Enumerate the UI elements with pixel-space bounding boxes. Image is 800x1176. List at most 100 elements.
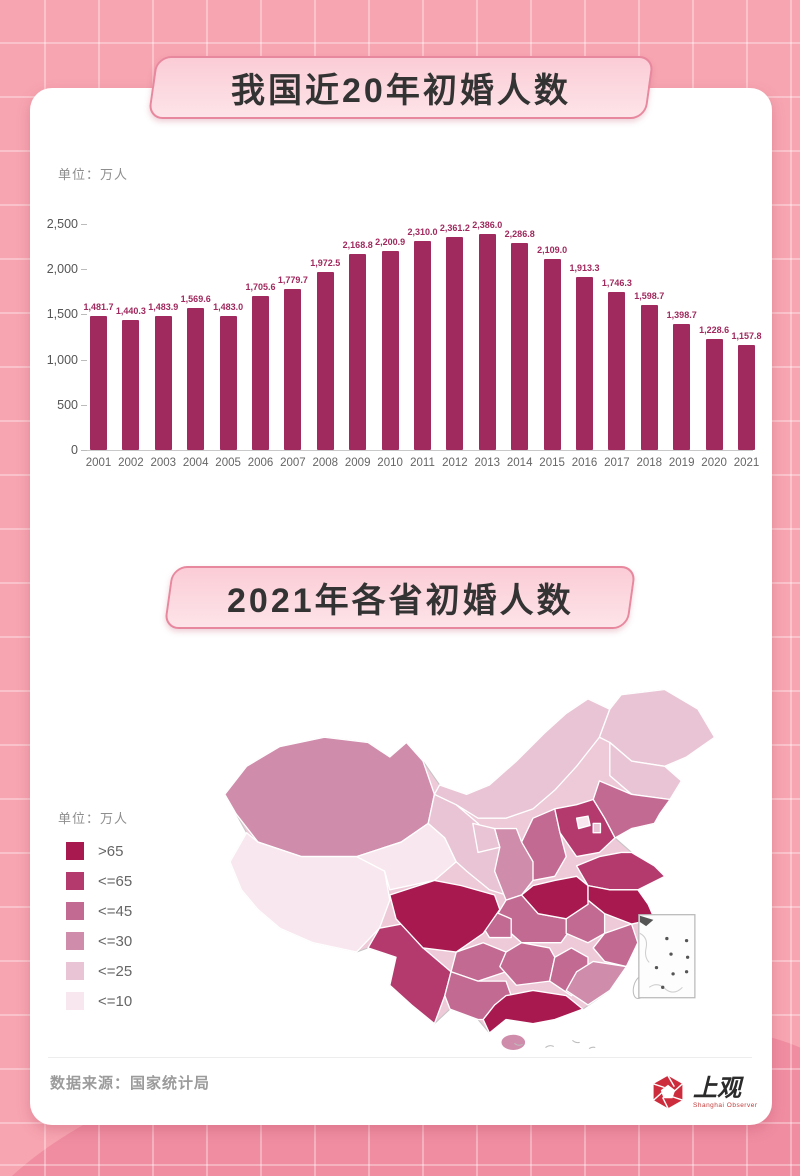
bar-2001 [90,316,107,450]
bar-2017 [608,292,626,450]
banner-top-chart-title: 我国近20年初婚人数 [147,56,655,119]
footer-divider [48,1057,752,1058]
x-axis-year-label: 2002 [118,457,144,469]
bar-2016 [576,277,593,450]
bar-value-label: 1,598.7 [634,291,665,302]
bar-2015 [543,259,561,450]
x-axis-year-label: 2014 [506,457,533,469]
x-axis-year-label: 2018 [636,457,663,469]
bar-2003 [154,315,172,450]
x-axis-year-label: 2011 [410,457,435,469]
bar-value-label: 1,483.9 [148,301,179,312]
province-ningxia [472,822,501,854]
data-source: 数据来源：国家统计局 [50,1075,211,1092]
province-tianjin [592,822,602,834]
bar-2013 [478,234,496,450]
bar-value-label: 2,200.9 [375,237,406,248]
logo-subtext: Shanghai Observer [693,1101,758,1109]
sea-marks [514,1039,596,1050]
bar-value-label: 1,481.7 [83,302,114,313]
province-hainan [500,1033,527,1052]
bar-value-label: 2,286.8 [504,229,535,240]
x-axis-line [87,450,753,451]
china-choropleth-map [224,688,716,1052]
province-beijing [575,815,591,830]
y-axis-tick-label: 1,500 [46,307,78,322]
bar-value-label: 2,168.8 [342,239,373,250]
bar-2008 [316,271,334,450]
bar-2011 [414,241,431,450]
legend-label: <=30 [98,932,133,950]
bar-value-label: 2,109.0 [537,245,568,256]
x-axis-year-label: 2001 [85,457,112,469]
legend-swatch [66,932,84,950]
legend-swatch [66,962,84,980]
y-axis-tick [81,314,87,316]
legend-label: <=10 [98,992,133,1010]
province-sichuan [389,879,501,953]
bar-2005 [219,315,237,450]
legend-swatch [66,872,84,890]
x-axis-year-label: 2005 [215,457,241,469]
y-axis-tick-label: 500 [57,397,78,412]
y-axis-tick-label: 1,000 [46,352,78,367]
y-axis-tick [81,450,87,451]
x-axis-year-label: 2019 [668,457,695,469]
x-axis-year-label: 2017 [604,457,630,469]
bar-2021 [738,345,755,450]
x-axis-year-label: 2010 [377,457,403,469]
x-axis-year-label: 2007 [280,457,306,469]
legend-swatch [66,992,84,1010]
province-jilin [609,741,683,801]
x-axis-year-label: 2016 [571,457,598,469]
x-axis-year-label: 2006 [247,457,274,469]
y-axis-tick [81,404,87,406]
map-title: 2021年各省初婚人数 [226,582,574,620]
bar-value-label: 1,398.7 [666,309,697,320]
legend-row: <=10 [66,992,132,1010]
x-axis-year-label: 2012 [442,457,468,469]
legend-label: <=25 [98,962,133,980]
bar-value-label: 1,440.3 [115,305,146,316]
legend-row: <=65 [66,872,132,890]
bar-value-label: 1,705.6 [245,281,276,292]
legend-swatch [66,902,84,920]
bar-value-label: 1,913.3 [569,263,600,274]
x-axis-year-label: 2008 [312,457,339,469]
legend-row: <=30 [66,932,132,950]
province-xizang [229,832,391,953]
bar-value-label: 1,228.6 [699,324,730,335]
province-heilongjiang [598,688,716,767]
bar-value-label: 2,386.0 [472,220,503,231]
legend-label: <=45 [98,902,133,920]
y-axis-tick-label: 2,500 [46,217,78,231]
x-axis-year-label: 2020 [701,457,727,469]
banner-map-title: 2021年各省初婚人数 [163,566,637,629]
legend-label: >65 [98,842,124,860]
logo-text: 上观 [693,1072,741,1102]
y-axis-tick [81,269,87,271]
bar-value-label: 1,569.6 [180,294,211,305]
bar-value-label: 2,310.0 [407,227,438,238]
bar-value-label: 1,157.8 [731,331,762,342]
bar-value-label: 1,779.7 [277,275,308,286]
bar-2004 [187,308,205,450]
bar-value-label: 2,361.2 [439,222,470,233]
bar-chart-unit-label: 单位：万人 [58,167,129,182]
logo-pinwheel-icon [653,1075,683,1109]
bar-2018 [640,305,658,450]
x-axis-year-label: 2021 [733,457,760,469]
bar-2009 [349,253,367,450]
legend-row: >65 [66,842,123,860]
bar-2019 [673,323,691,450]
x-axis-year-label: 2004 [182,457,209,469]
shanghai-observer-logo: 上观 Shanghai Observer [650,1074,758,1110]
legend-swatch [66,842,84,860]
province-shaanxi [493,827,534,901]
legend-row: <=45 [66,902,132,920]
legend-label: <=65 [98,872,133,890]
south-china-sea-inset [638,914,696,999]
map-unit-label: 单位：万人 [58,811,129,826]
y-axis-tick [81,224,87,225]
